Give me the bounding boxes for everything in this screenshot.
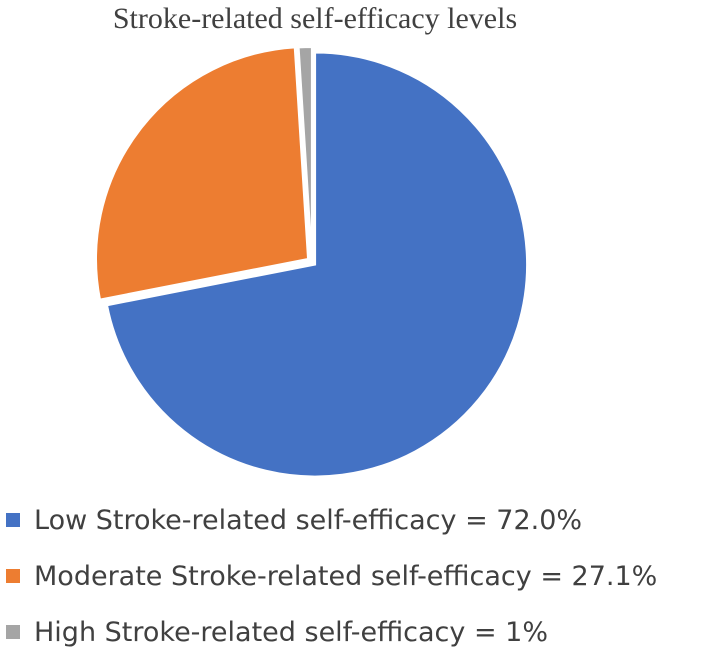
legend-swatch-high [6, 625, 20, 639]
pie-slice-low [105, 51, 529, 478]
pie-slice-moderate [95, 46, 310, 301]
pie-slices [95, 46, 529, 478]
legend-item-high: High Stroke-related self-efficacy = 1% [6, 604, 706, 660]
chart-title: Stroke-related self-efficacy levels [112, 2, 518, 35]
legend-item-low: Low Stroke-related self-efficacy = 72.0% [6, 492, 706, 548]
legend-swatch-low [6, 513, 20, 527]
pie-chart [95, 46, 529, 478]
legend: Low Stroke-related self-efficacy = 72.0%… [6, 492, 706, 660]
legend-item-moderate: Moderate Stroke-related self-efficacy = … [6, 548, 706, 604]
pie-slice-high [297, 46, 313, 260]
legend-swatch-moderate [6, 569, 20, 583]
legend-label-low: Low Stroke-related self-efficacy = 72.0% [34, 504, 583, 536]
legend-label-moderate: Moderate Stroke-related self-efficacy = … [34, 560, 658, 592]
legend-label-high: High Stroke-related self-efficacy = 1% [34, 616, 549, 648]
